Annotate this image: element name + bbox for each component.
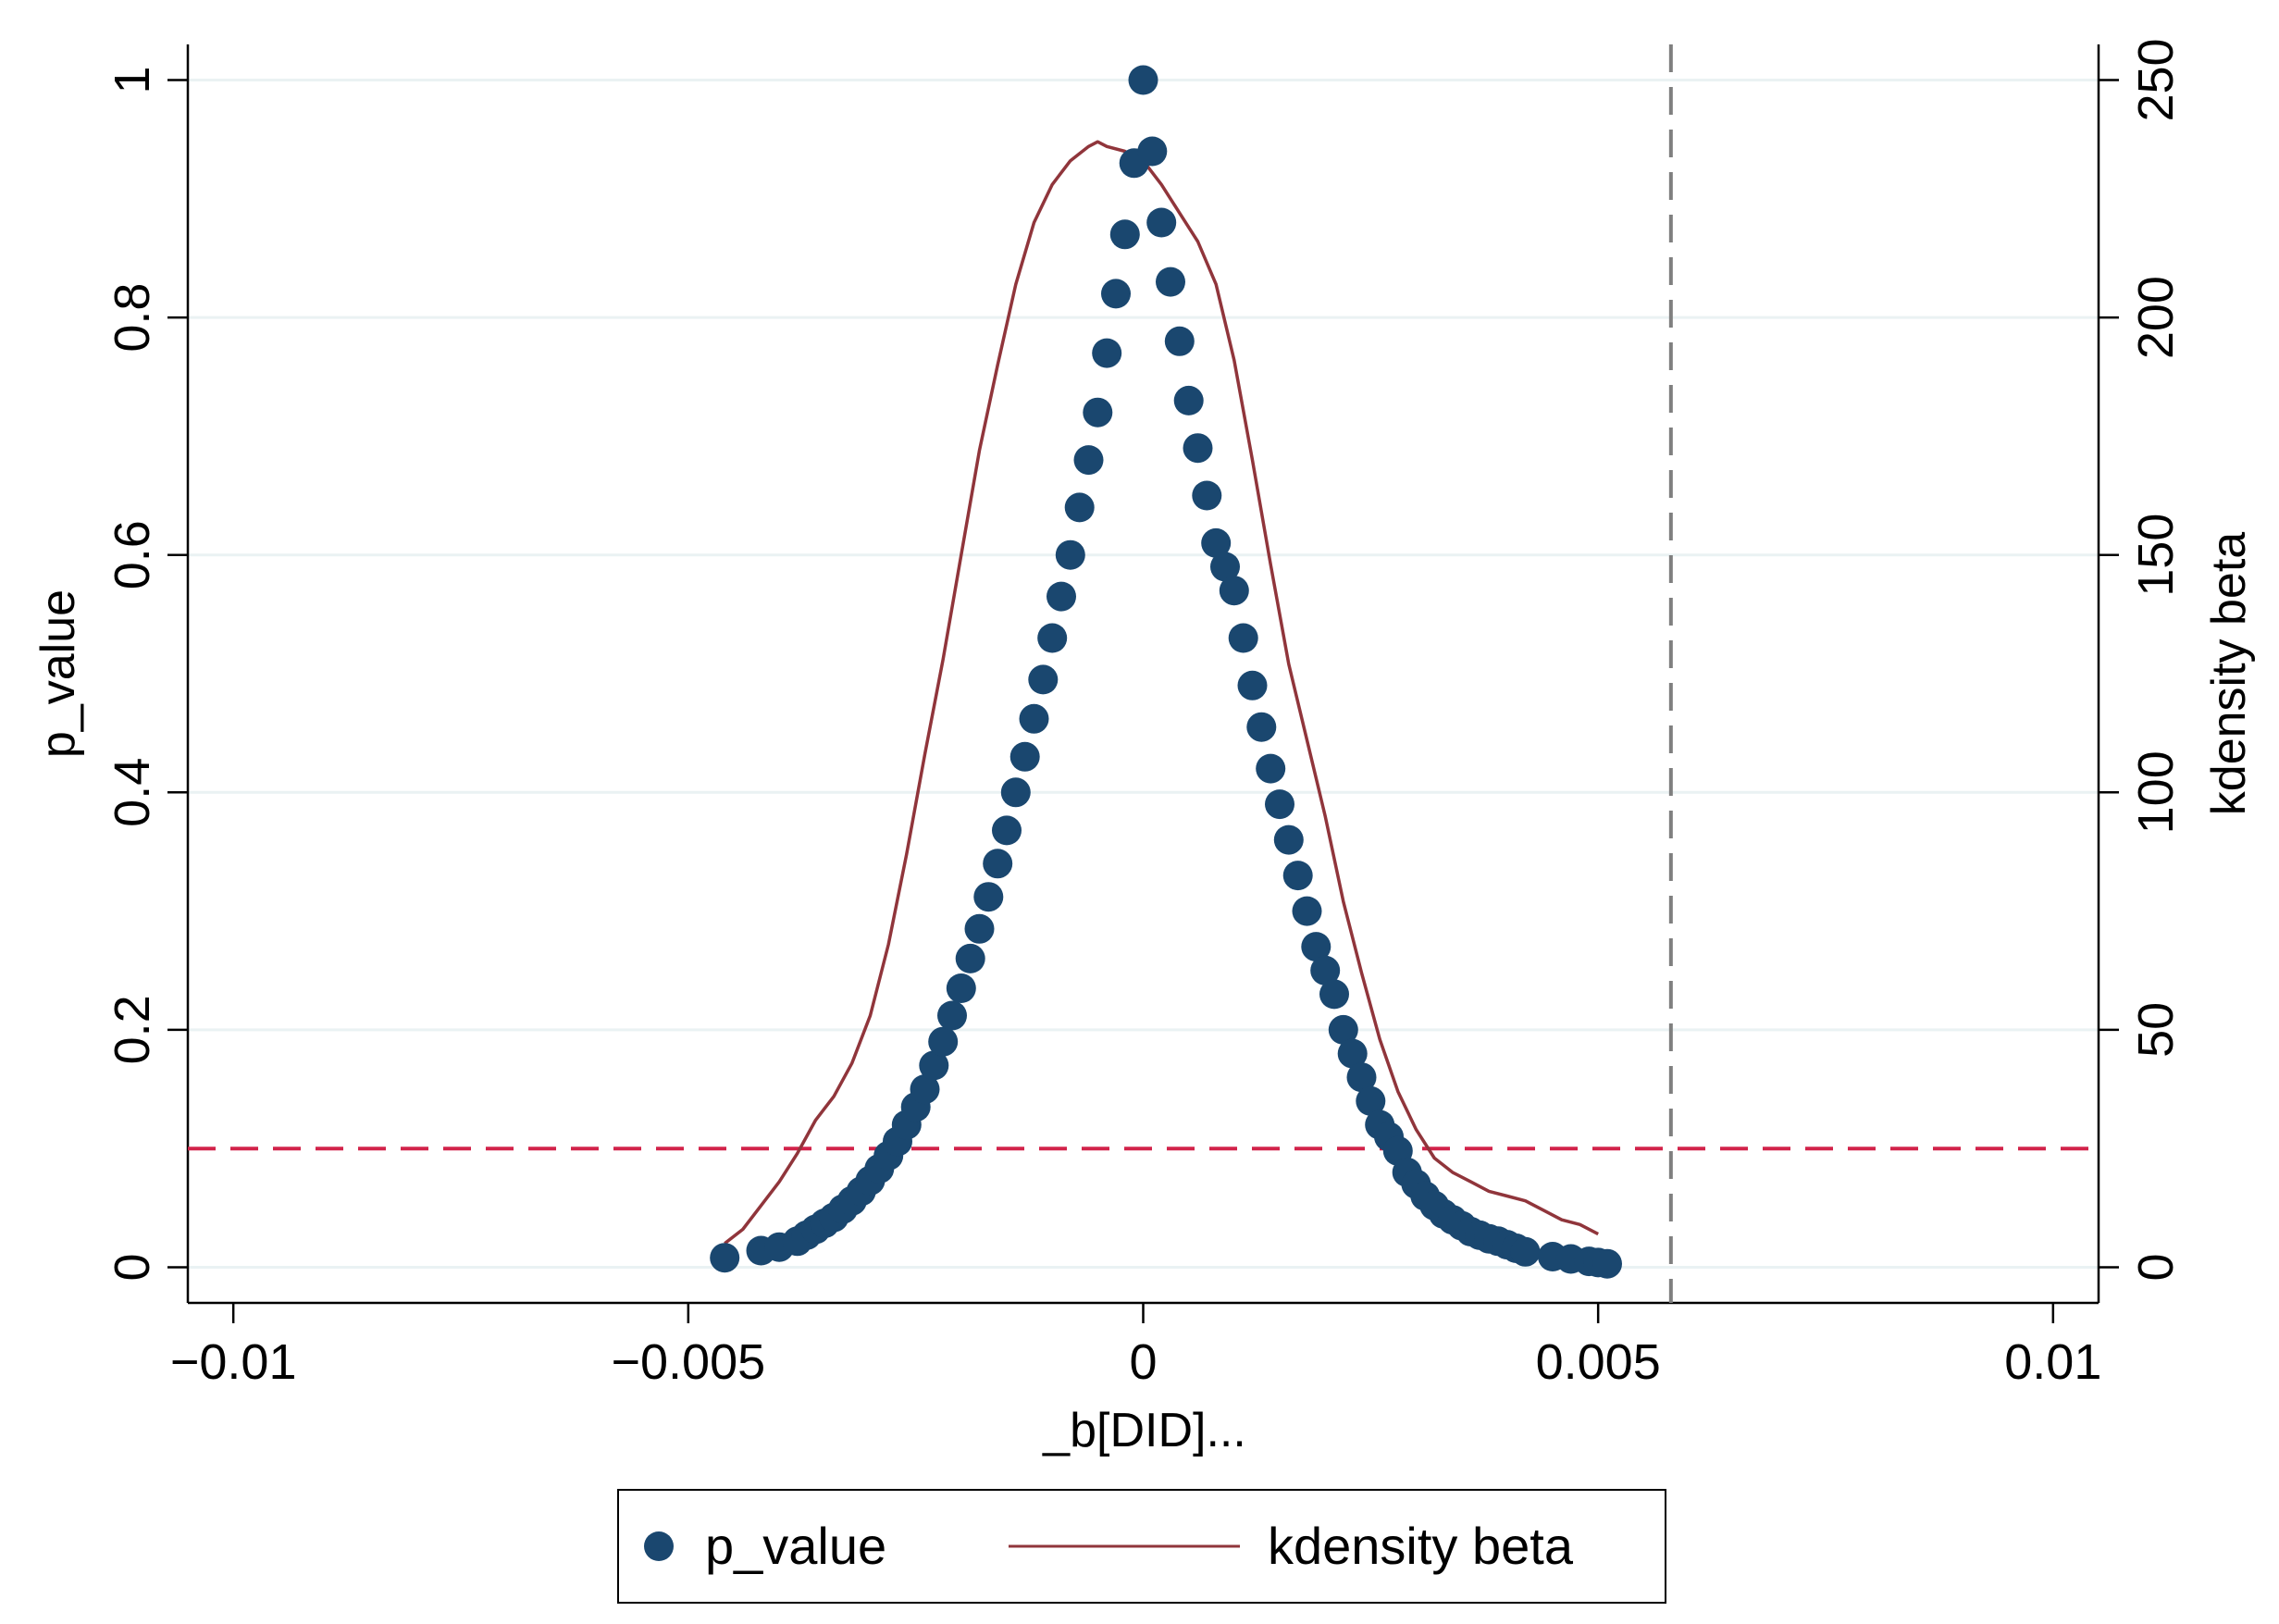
x-tick-label-1: −0.005 xyxy=(611,1334,765,1390)
p-value-point-49 xyxy=(1201,527,1232,558)
reference-lines xyxy=(188,44,2099,1303)
p-value-point-21 xyxy=(946,973,976,1003)
y-left-tick-label-0: 0 xyxy=(105,1253,160,1281)
p-value-point-50 xyxy=(1210,552,1240,582)
p-value-point-54 xyxy=(1246,712,1277,742)
p-value-point-55 xyxy=(1256,753,1286,784)
p-value-point-23 xyxy=(964,913,995,944)
p-value-point-34 xyxy=(1064,492,1095,523)
x-tick-label-4: 0.01 xyxy=(2004,1334,2101,1390)
p-value-point-28 xyxy=(1009,741,1040,772)
x-tick-label-3: 0.005 xyxy=(1536,1334,1661,1390)
p-value-point-22 xyxy=(955,943,985,973)
y-axis-right-title: kdensity beta xyxy=(2202,532,2256,815)
p-value-point-58 xyxy=(1282,861,1313,891)
y-left-tick-label-3: 0.6 xyxy=(105,520,160,589)
p-value-point-65 xyxy=(1346,1062,1377,1093)
legend: p_value kdensity beta xyxy=(617,1489,1666,1604)
p-value-point-63 xyxy=(1328,1014,1358,1045)
p-value-point-27 xyxy=(1000,777,1031,808)
p-value-point-26 xyxy=(992,815,1022,846)
p-value-point-57 xyxy=(1273,824,1304,855)
p-value-point-41 xyxy=(1128,65,1158,95)
y-right-tick-label-5: 250 xyxy=(2128,38,2184,121)
p-value-point-53 xyxy=(1237,670,1268,700)
p-value-point-36 xyxy=(1083,397,1113,428)
p-value-point-45 xyxy=(1164,326,1195,356)
y-right-tick-label-3: 150 xyxy=(2128,514,2184,597)
p-value-point-51 xyxy=(1219,576,1249,606)
p-value-series xyxy=(710,65,1622,1279)
p-value-point-44 xyxy=(1156,267,1185,297)
y-right-tick-label-0: 0 xyxy=(2128,1253,2184,1281)
p-value-point-62 xyxy=(1319,979,1349,1010)
p-value-point-24 xyxy=(973,882,1004,912)
p-value-point-20 xyxy=(937,1000,967,1031)
p-value-point-38 xyxy=(1101,279,1131,309)
p-value-point-31 xyxy=(1037,623,1068,653)
x-tick-label-2: 0 xyxy=(1129,1334,1157,1390)
y-left-tick-label-2: 0.4 xyxy=(105,758,160,827)
p-value-point-46 xyxy=(1173,385,1204,415)
x-tick-label-0: −0.01 xyxy=(170,1334,297,1390)
legend-p-value-marker xyxy=(644,1531,674,1561)
p-value-point-60 xyxy=(1301,932,1331,962)
p-value-point-47 xyxy=(1183,433,1213,464)
p-value-point-25 xyxy=(983,849,1013,879)
p-value-point-29 xyxy=(1019,703,1049,734)
axes: −0.01 −0.005 0 0.005 0.01 0 0.2 0.4 0.6 0.8 1 0 50 10… xyxy=(105,38,2184,1390)
kdensity-series xyxy=(724,140,1600,1246)
p-value-point-88 xyxy=(1592,1248,1622,1279)
p-value-point-33 xyxy=(1055,539,1085,570)
p-value-point-56 xyxy=(1265,789,1294,820)
y-right-tick-label-2: 100 xyxy=(2128,750,2184,834)
p-value-point-83 xyxy=(1510,1236,1541,1267)
p-value-point-18 xyxy=(919,1050,949,1081)
p-value-point-32 xyxy=(1047,581,1076,612)
p-value-point-39 xyxy=(1109,219,1140,250)
p-value-point-37 xyxy=(1092,338,1122,368)
p-value-point-52 xyxy=(1228,623,1258,653)
y-left-tick-label-5: 1 xyxy=(105,66,160,93)
y-right-tick-label-4: 200 xyxy=(2128,276,2184,359)
p-value-point-0 xyxy=(710,1243,740,1273)
legend-p-value-label: p_value xyxy=(705,1517,886,1575)
p-value-point-35 xyxy=(1073,445,1104,476)
p-value-point-30 xyxy=(1028,664,1059,695)
p-value-point-66 xyxy=(1356,1085,1386,1116)
p-value-point-48 xyxy=(1192,480,1222,511)
x-axis-title: _b[DID]... xyxy=(1042,1404,1246,1457)
p-value-point-64 xyxy=(1337,1038,1368,1069)
y-axis-left-title: p_value xyxy=(31,589,85,758)
p-value-point-17 xyxy=(910,1074,940,1105)
y-left-tick-label-4: 0.8 xyxy=(105,283,160,353)
y-left-tick-label-1: 0.2 xyxy=(105,995,160,1064)
p-value-point-42 xyxy=(1137,136,1168,167)
kdensity-line xyxy=(724,140,1600,1246)
p-value-point-61 xyxy=(1310,955,1341,986)
p-value-point-43 xyxy=(1146,207,1177,238)
y-right-tick-label-1: 50 xyxy=(2128,1002,2184,1058)
legend-kdensity-label: kdensity beta xyxy=(1268,1517,1574,1575)
p-value-point-19 xyxy=(928,1026,959,1057)
p-value-point-59 xyxy=(1292,896,1322,926)
